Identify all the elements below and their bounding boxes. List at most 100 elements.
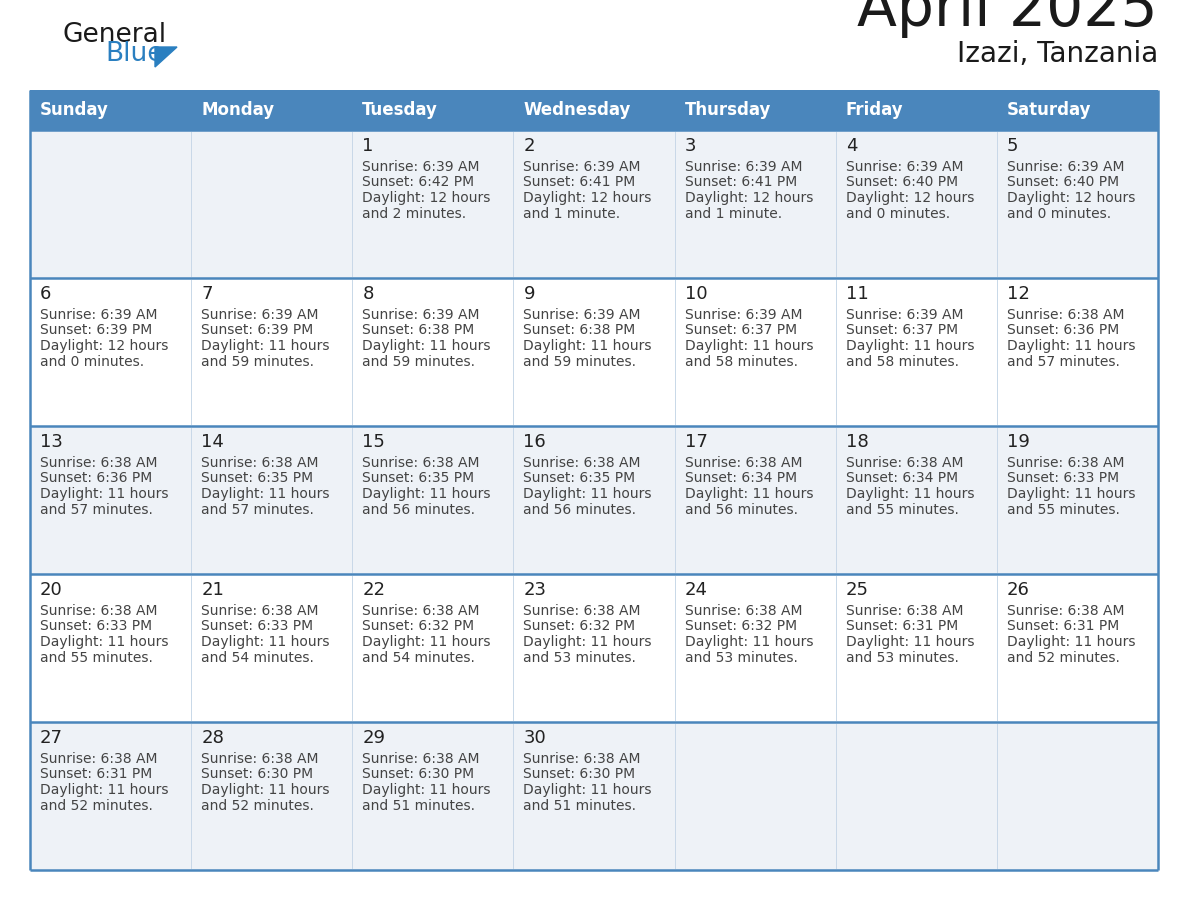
Text: Sunset: 6:41 PM: Sunset: 6:41 PM bbox=[524, 175, 636, 189]
Text: Sunrise: 6:38 AM: Sunrise: 6:38 AM bbox=[362, 456, 480, 470]
Text: Sunrise: 6:38 AM: Sunrise: 6:38 AM bbox=[1007, 456, 1124, 470]
Text: and 55 minutes.: and 55 minutes. bbox=[846, 502, 959, 517]
Text: Daylight: 11 hours: Daylight: 11 hours bbox=[684, 635, 813, 649]
Text: Wednesday: Wednesday bbox=[524, 101, 631, 119]
Text: Tuesday: Tuesday bbox=[362, 101, 438, 119]
Text: Sunrise: 6:39 AM: Sunrise: 6:39 AM bbox=[362, 308, 480, 322]
Text: Sunset: 6:31 PM: Sunset: 6:31 PM bbox=[846, 620, 958, 633]
Text: 4: 4 bbox=[846, 137, 858, 155]
Text: Daylight: 11 hours: Daylight: 11 hours bbox=[846, 635, 974, 649]
Text: Saturday: Saturday bbox=[1007, 101, 1092, 119]
Text: Daylight: 11 hours: Daylight: 11 hours bbox=[524, 635, 652, 649]
Text: Sunrise: 6:38 AM: Sunrise: 6:38 AM bbox=[524, 456, 642, 470]
Text: Daylight: 11 hours: Daylight: 11 hours bbox=[684, 487, 813, 501]
Text: 20: 20 bbox=[40, 581, 63, 599]
Text: and 53 minutes.: and 53 minutes. bbox=[524, 651, 637, 665]
Text: Sunset: 6:36 PM: Sunset: 6:36 PM bbox=[40, 472, 152, 486]
Text: 7: 7 bbox=[201, 285, 213, 303]
Text: 25: 25 bbox=[846, 581, 868, 599]
Text: Sunrise: 6:38 AM: Sunrise: 6:38 AM bbox=[201, 752, 318, 766]
Text: Sunset: 6:39 PM: Sunset: 6:39 PM bbox=[201, 323, 314, 338]
Text: Sunset: 6:36 PM: Sunset: 6:36 PM bbox=[1007, 323, 1119, 338]
Polygon shape bbox=[154, 47, 177, 67]
Text: Sunrise: 6:38 AM: Sunrise: 6:38 AM bbox=[524, 752, 642, 766]
Text: Daylight: 12 hours: Daylight: 12 hours bbox=[524, 191, 652, 205]
Text: 9: 9 bbox=[524, 285, 535, 303]
Text: Daylight: 11 hours: Daylight: 11 hours bbox=[684, 339, 813, 353]
Text: Sunset: 6:38 PM: Sunset: 6:38 PM bbox=[362, 323, 474, 338]
Text: and 0 minutes.: and 0 minutes. bbox=[1007, 207, 1111, 220]
Text: and 59 minutes.: and 59 minutes. bbox=[524, 354, 637, 368]
Text: April 2025: April 2025 bbox=[858, 0, 1158, 38]
Text: Sunrise: 6:38 AM: Sunrise: 6:38 AM bbox=[1007, 308, 1124, 322]
Text: Sunset: 6:37 PM: Sunset: 6:37 PM bbox=[684, 323, 797, 338]
Text: 19: 19 bbox=[1007, 433, 1030, 451]
Text: and 55 minutes.: and 55 minutes. bbox=[40, 651, 153, 665]
Text: and 1 minute.: and 1 minute. bbox=[524, 207, 620, 220]
Text: 12: 12 bbox=[1007, 285, 1030, 303]
Bar bbox=[30, 426, 1158, 574]
Text: 26: 26 bbox=[1007, 581, 1030, 599]
Text: 14: 14 bbox=[201, 433, 225, 451]
Text: Sunrise: 6:39 AM: Sunrise: 6:39 AM bbox=[524, 308, 642, 322]
Text: Daylight: 11 hours: Daylight: 11 hours bbox=[201, 783, 329, 797]
Text: and 52 minutes.: and 52 minutes. bbox=[201, 799, 314, 812]
Text: and 56 minutes.: and 56 minutes. bbox=[362, 502, 475, 517]
Text: Daylight: 11 hours: Daylight: 11 hours bbox=[362, 635, 491, 649]
Text: Sunset: 6:30 PM: Sunset: 6:30 PM bbox=[201, 767, 314, 781]
Text: Sunrise: 6:39 AM: Sunrise: 6:39 AM bbox=[684, 308, 802, 322]
Text: Sunset: 6:33 PM: Sunset: 6:33 PM bbox=[201, 620, 314, 633]
Text: and 54 minutes.: and 54 minutes. bbox=[201, 651, 314, 665]
Text: and 56 minutes.: and 56 minutes. bbox=[684, 502, 797, 517]
Text: Sunrise: 6:38 AM: Sunrise: 6:38 AM bbox=[201, 604, 318, 618]
Text: 13: 13 bbox=[40, 433, 63, 451]
Text: Sunrise: 6:38 AM: Sunrise: 6:38 AM bbox=[362, 604, 480, 618]
Text: 27: 27 bbox=[40, 729, 63, 747]
Text: and 52 minutes.: and 52 minutes. bbox=[1007, 651, 1120, 665]
Text: Daylight: 11 hours: Daylight: 11 hours bbox=[40, 487, 169, 501]
Text: and 58 minutes.: and 58 minutes. bbox=[846, 354, 959, 368]
Text: and 0 minutes.: and 0 minutes. bbox=[40, 354, 144, 368]
Bar bbox=[675, 90, 835, 130]
Text: Daylight: 11 hours: Daylight: 11 hours bbox=[40, 635, 169, 649]
Text: 22: 22 bbox=[362, 581, 385, 599]
Text: Sunrise: 6:39 AM: Sunrise: 6:39 AM bbox=[362, 160, 480, 174]
Text: and 59 minutes.: and 59 minutes. bbox=[362, 354, 475, 368]
Text: Daylight: 12 hours: Daylight: 12 hours bbox=[362, 191, 491, 205]
Text: Daylight: 11 hours: Daylight: 11 hours bbox=[1007, 487, 1136, 501]
Text: 23: 23 bbox=[524, 581, 546, 599]
Bar bbox=[997, 90, 1158, 130]
Text: Sunrise: 6:39 AM: Sunrise: 6:39 AM bbox=[524, 160, 642, 174]
Bar bbox=[30, 90, 191, 130]
Text: 1: 1 bbox=[362, 137, 374, 155]
Text: Sunset: 6:38 PM: Sunset: 6:38 PM bbox=[524, 323, 636, 338]
Bar bbox=[30, 278, 1158, 426]
Text: Sunset: 6:37 PM: Sunset: 6:37 PM bbox=[846, 323, 958, 338]
Text: Sunrise: 6:38 AM: Sunrise: 6:38 AM bbox=[846, 456, 963, 470]
Text: Sunrise: 6:39 AM: Sunrise: 6:39 AM bbox=[846, 308, 963, 322]
Bar bbox=[30, 574, 1158, 722]
Text: and 55 minutes.: and 55 minutes. bbox=[1007, 502, 1120, 517]
Text: Daylight: 12 hours: Daylight: 12 hours bbox=[846, 191, 974, 205]
Text: Sunrise: 6:39 AM: Sunrise: 6:39 AM bbox=[40, 308, 158, 322]
Text: Daylight: 11 hours: Daylight: 11 hours bbox=[846, 339, 974, 353]
Text: and 51 minutes.: and 51 minutes. bbox=[362, 799, 475, 812]
Text: and 59 minutes.: and 59 minutes. bbox=[201, 354, 314, 368]
Text: and 57 minutes.: and 57 minutes. bbox=[40, 502, 153, 517]
Text: Sunrise: 6:38 AM: Sunrise: 6:38 AM bbox=[201, 456, 318, 470]
Text: Sunrise: 6:38 AM: Sunrise: 6:38 AM bbox=[362, 752, 480, 766]
Text: and 2 minutes.: and 2 minutes. bbox=[362, 207, 467, 220]
Text: Daylight: 11 hours: Daylight: 11 hours bbox=[201, 339, 329, 353]
Text: 3: 3 bbox=[684, 137, 696, 155]
Text: Sunrise: 6:38 AM: Sunrise: 6:38 AM bbox=[846, 604, 963, 618]
Text: Sunrise: 6:38 AM: Sunrise: 6:38 AM bbox=[524, 604, 642, 618]
Text: Sunrise: 6:39 AM: Sunrise: 6:39 AM bbox=[1007, 160, 1124, 174]
Text: Sunset: 6:35 PM: Sunset: 6:35 PM bbox=[201, 472, 314, 486]
Text: Thursday: Thursday bbox=[684, 101, 771, 119]
Text: 24: 24 bbox=[684, 581, 708, 599]
Text: Sunrise: 6:39 AM: Sunrise: 6:39 AM bbox=[846, 160, 963, 174]
Text: Sunset: 6:32 PM: Sunset: 6:32 PM bbox=[524, 620, 636, 633]
Text: Daylight: 11 hours: Daylight: 11 hours bbox=[362, 339, 491, 353]
Text: 10: 10 bbox=[684, 285, 707, 303]
Text: Daylight: 11 hours: Daylight: 11 hours bbox=[362, 487, 491, 501]
